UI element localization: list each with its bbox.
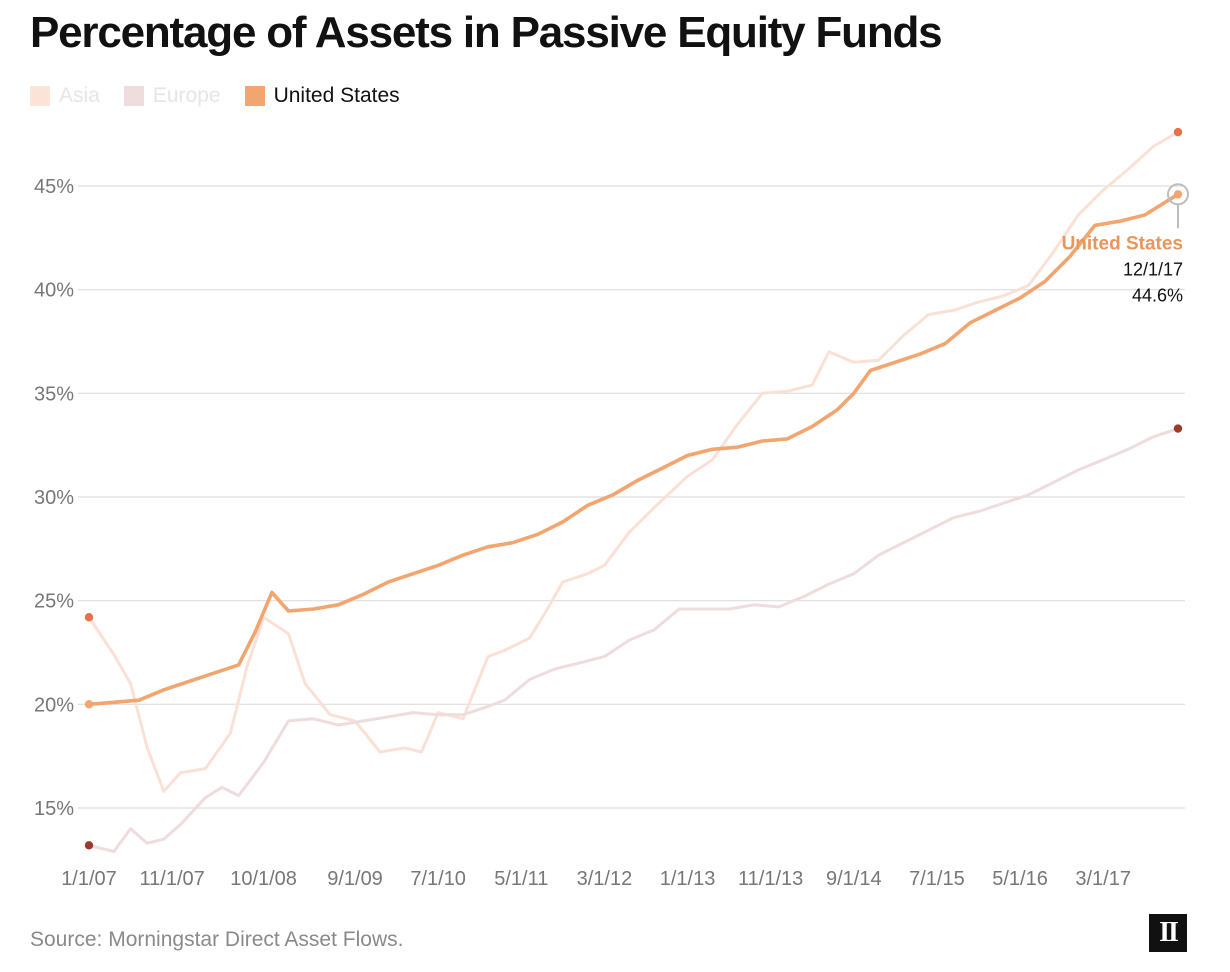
- x-tick-label: 9/1/14: [826, 868, 882, 890]
- legend-label-united-states: United States: [273, 84, 400, 107]
- series-line-united-states: [87, 192, 1180, 707]
- chart-title: Percentage of Assets in Passive Equity F…: [30, 8, 943, 57]
- source-note: Source: Morningstar Direct Asset Flows.: [30, 928, 404, 951]
- legend-item-europe[interactable]: Europe: [123, 84, 221, 108]
- x-tick-label: 11/1/13: [738, 868, 803, 890]
- y-tick-label: 15%: [34, 798, 74, 820]
- series-lines: [87, 130, 1180, 853]
- y-tick-label: 25%: [34, 591, 74, 613]
- x-tick-label: 7/1/15: [909, 868, 965, 890]
- annotation-value: 44.6%: [1132, 285, 1183, 305]
- x-tick-label: 3/1/12: [577, 868, 633, 890]
- end-annotation: United States 12/1/17 44.6%: [1062, 183, 1189, 305]
- legend-label-asia: Asia: [59, 84, 100, 107]
- legend-label-europe: Europe: [152, 84, 221, 107]
- end-dot-europe: [1173, 424, 1183, 433]
- x-tick-label: 1/1/13: [660, 868, 716, 890]
- x-tick-label: 5/1/11: [494, 868, 548, 890]
- start-dot-united-states: [84, 700, 94, 709]
- series-dots: [84, 127, 1183, 850]
- start-dot-europe: [84, 841, 94, 850]
- series-line-asia: [87, 130, 1180, 793]
- legend-swatch-europe: [123, 86, 144, 106]
- x-tick-label: 1/1/07: [61, 868, 117, 890]
- y-tick-label: 45%: [34, 176, 74, 198]
- legend-item-united-states[interactable]: United States: [244, 84, 400, 108]
- y-tick-label: 20%: [34, 694, 74, 716]
- y-tick-label: 35%: [34, 383, 74, 405]
- legend-item-asia[interactable]: Asia: [30, 84, 100, 108]
- x-tick-label: 3/1/17: [1075, 868, 1131, 890]
- x-tick-label: 9/1/09: [327, 868, 383, 890]
- legend-swatch-asia: [30, 86, 50, 106]
- x-tick-label: 10/1/08: [230, 868, 297, 890]
- x-tick-label: 11/1/07: [140, 868, 205, 890]
- legend-swatch-united-states: [244, 86, 265, 106]
- publisher-logo: II: [1149, 914, 1187, 952]
- x-tick-label: 7/1/10: [410, 868, 466, 890]
- end-dot-asia: [1173, 127, 1183, 137]
- start-dot-asia: [84, 613, 94, 622]
- annotation-series-label: United States: [1062, 233, 1183, 254]
- annotation-date: 12/1/17: [1123, 259, 1183, 279]
- series-line-europe: [87, 427, 1180, 853]
- x-axis: 1/1/07 11/1/07 10/1/08 9/1/09 7/1/10 5/1/11 3/…: [61, 868, 1131, 890]
- end-dot-united-states: [1173, 190, 1183, 199]
- x-tick-label: 5/1/16: [992, 868, 1048, 890]
- legend: Asia Europe United States: [30, 84, 400, 108]
- y-tick-label: 30%: [34, 487, 74, 509]
- y-tick-label: 40%: [34, 280, 74, 302]
- gridlines: [78, 185, 1185, 809]
- y-axis: 15% 20% 25% 30% 35% 40% 45%: [34, 176, 74, 820]
